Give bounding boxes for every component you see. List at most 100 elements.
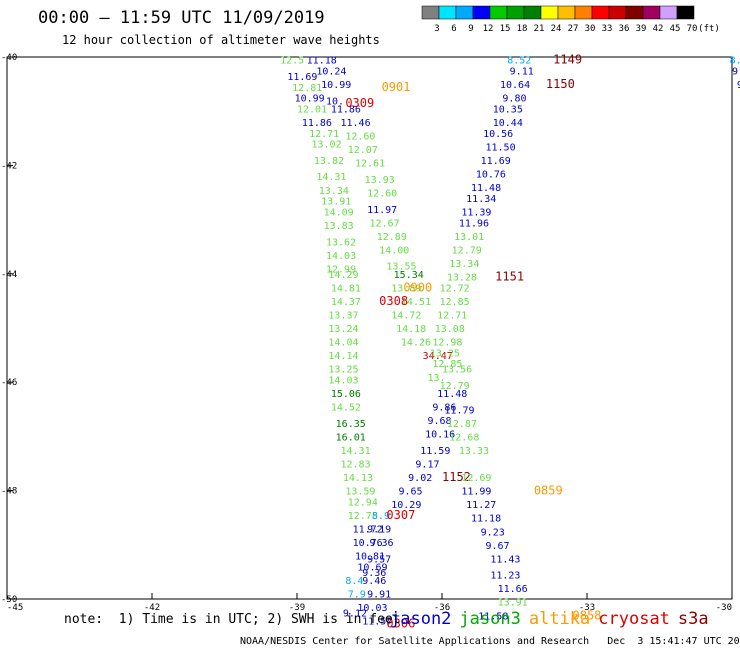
wave-height-label: 11.66: [498, 584, 528, 595]
wave-height-label: 12.68: [449, 432, 479, 443]
wave-height-label: 11.86: [331, 104, 361, 115]
colorbar-label: 9: [468, 24, 473, 34]
y-tick-label: -50: [1, 595, 17, 605]
wave-height-label: 14.13: [343, 473, 373, 484]
pass-time-label: 0858: [573, 608, 602, 622]
wave-height-label: 10.03: [357, 603, 387, 614]
wave-height-label: 14.81: [331, 283, 361, 294]
colorbar-label: 15: [500, 24, 511, 34]
wave-height-label: 13.93: [365, 175, 395, 186]
wave-height-label: 11.59: [420, 446, 450, 457]
colorbar-label: 12: [483, 24, 494, 34]
wave-height-label: 11.34: [466, 194, 496, 205]
colorbar-label: 36: [619, 24, 630, 34]
wave-height-label: 11.58: [478, 611, 508, 622]
pass-time-label: 1151: [495, 270, 524, 284]
wave-height-label: 12.85: [432, 359, 462, 370]
pass-time-label: 0307: [386, 508, 415, 522]
wave-height-label: 11.86: [302, 118, 332, 129]
wave-height-label: 13.37: [328, 310, 358, 321]
wave-height-label: 14.31: [341, 446, 371, 457]
wave-height-label: 12.67: [370, 218, 400, 229]
wave-height-label: 9.80: [502, 94, 526, 105]
x-tick-label: -45: [7, 603, 23, 613]
wave-height-label: 12.69: [461, 473, 491, 484]
wave-height-label: 13.28: [447, 273, 477, 284]
wave-height-label: 8.89: [730, 56, 740, 67]
wave-height-label: 12.94: [348, 497, 378, 508]
wave-height-label: 13.34: [319, 186, 349, 197]
wave-height-label: 11.48: [437, 389, 467, 400]
colorbar-label: 18: [517, 24, 528, 34]
wave-height-label: 9.46: [362, 576, 386, 587]
wave-height-label: 14.26: [401, 338, 431, 349]
wave-height-label: 11.79: [444, 405, 474, 416]
wave-height-label: 13.82: [314, 156, 344, 167]
pass-time-label: 0900: [403, 280, 432, 294]
wave-height-label: 14.18: [396, 324, 426, 335]
wave-height-label: 11.96: [459, 218, 489, 229]
wave-height-label: 9.12: [343, 609, 367, 620]
wave-height-label: 13.25: [328, 365, 358, 376]
wave-height-label: 11.27: [466, 500, 496, 511]
wave-height-label: 15.06: [331, 389, 361, 400]
wave-height-label: 13.08: [435, 324, 465, 335]
legend: jason2 jason3 altika cryosat s3a: [390, 609, 717, 629]
wave-height-label: 10.44: [493, 118, 523, 129]
wave-height-label: 12.83: [341, 460, 371, 471]
legend-entry: s3a: [677, 609, 709, 629]
wave-height-label: 12.5: [280, 56, 304, 67]
chart-title: 00:00 – 11:59 UTC 11/09/2019: [38, 8, 325, 28]
y-tick-label: -42: [1, 161, 17, 171]
pass-time-label: 0306: [386, 616, 415, 630]
wave-height-label: 10.: [326, 96, 344, 107]
legend-entry: jason3: [459, 609, 521, 629]
wave-height-label: 11.50: [486, 142, 516, 153]
x-tick-label: -33: [579, 603, 595, 613]
legend-entry: altika: [528, 609, 591, 629]
y-tick-label: -40: [1, 53, 17, 63]
wave-height-label: 10.99: [295, 94, 325, 105]
wave-height-label: 14.03: [326, 251, 356, 262]
wave-height-label: 10.35: [493, 104, 523, 115]
wave-height-label: 12.60: [367, 189, 397, 200]
colorbar-label: 39: [636, 24, 647, 34]
wave-height-label: 13.02: [312, 140, 342, 151]
colorbar-swatch: [676, 5, 695, 20]
wave-height-label: 14.31: [316, 172, 346, 183]
wave-height-label: 10.56: [483, 129, 513, 140]
wave-height-label: 13.55: [386, 262, 416, 273]
pass-time-label: 1152: [442, 470, 471, 484]
pass-time-label: 0901: [382, 80, 411, 94]
y-tick-label: -48: [1, 487, 17, 497]
colorbar-label: 3: [434, 24, 439, 34]
wave-height-label: 12.79: [452, 245, 482, 256]
wave-height-label: 9.23: [481, 527, 505, 538]
wave-height-label: 10.81: [355, 552, 385, 563]
wave-height-label: 13.34: [449, 259, 479, 270]
wave-height-label: 12.75: [348, 511, 378, 522]
wave-height-label: 14.03: [328, 375, 358, 386]
wave-height-label: 9.02: [408, 473, 432, 484]
wave-height-label: 12.71: [437, 310, 467, 321]
wave-height-label: 14.37: [331, 297, 361, 308]
wave-height-label: 14.04: [328, 338, 358, 349]
colorbar-label: 24: [551, 24, 562, 34]
wave-height-label: 11.72: [353, 525, 383, 536]
plot-frame: [6, 56, 733, 600]
wave-height-label: 13.56: [442, 365, 472, 376]
wave-height-label: 11.23: [490, 571, 520, 582]
wave-height-label: 13.91: [498, 598, 528, 609]
wave-height-label: 13.62: [326, 237, 356, 248]
wave-height-label: 12.89: [377, 232, 407, 243]
wave-height-label: 7.9: [348, 590, 366, 601]
wave-height-label: 12.60: [345, 132, 375, 143]
wave-height-label: 9.11: [510, 67, 534, 78]
wave-height-label: 13.33: [459, 446, 489, 457]
wave-height-label: 8.4: [345, 576, 363, 587]
wave-height-label: 13.83: [324, 221, 354, 232]
x-tick-label: -36: [434, 603, 450, 613]
wave-height-label: 9.17: [415, 460, 439, 471]
wave-height-label: 15.34: [394, 270, 424, 281]
